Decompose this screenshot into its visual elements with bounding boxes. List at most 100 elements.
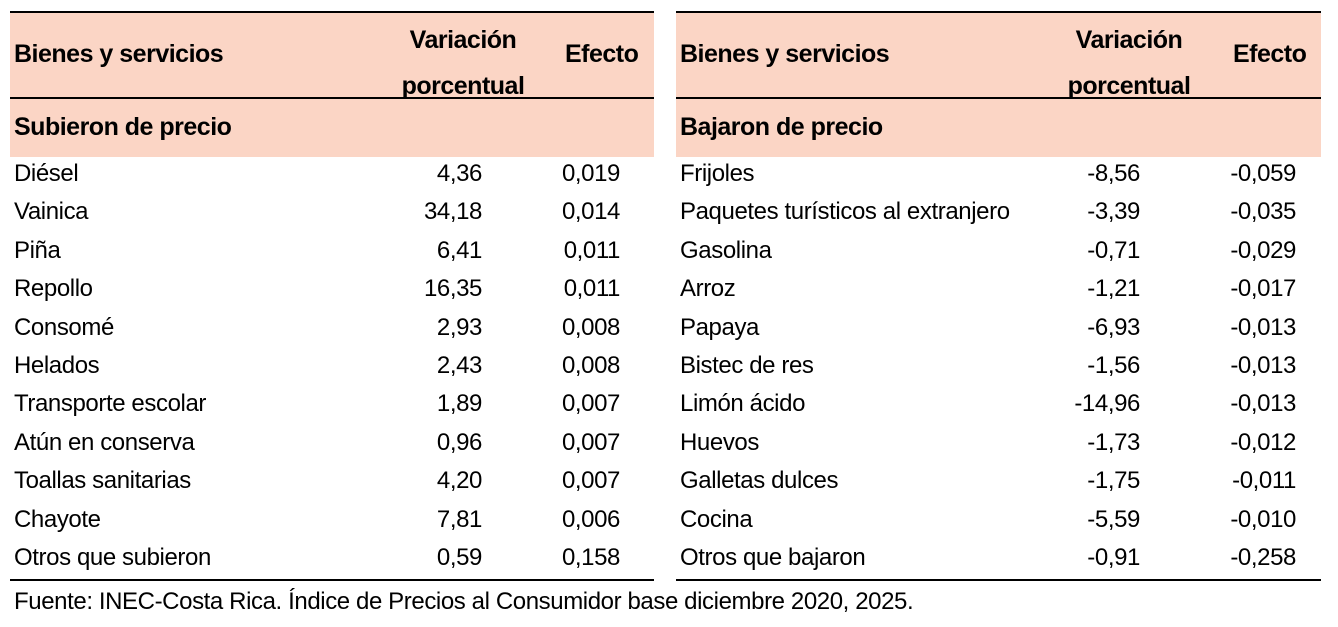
row-variacion: 6,41 <box>436 236 483 264</box>
row-variacion: 7,81 <box>436 505 483 533</box>
table-row: Helados 2,43 0,008 <box>10 349 654 387</box>
row-variacion: -1,56 <box>1087 351 1140 379</box>
row-variacion: -5,59 <box>1087 505 1140 533</box>
row-name: Chayote <box>14 505 101 533</box>
row-variacion: -1,75 <box>1087 467 1140 495</box>
row-name: Repollo <box>14 275 93 303</box>
bottom-rule <box>676 579 1321 582</box>
row-variacion: -3,39 <box>1087 198 1140 226</box>
row-name: Paquetes turísticos al extranjero <box>680 198 1010 226</box>
row-name: Toallas sanitarias <box>14 467 191 495</box>
table-row: Atún en conserva 0,96 0,007 <box>10 426 654 464</box>
table-rows: Frijoles -8,56 -0,059 Paquetes turísticos a… <box>676 157 1321 579</box>
row-name: Huevos <box>680 428 759 456</box>
section-title: Subieron de precio <box>10 99 654 157</box>
table-row: Toallas sanitarias 4,20 0,007 <box>10 464 654 502</box>
table-rows: Diésel 4,36 0,019 Vainica 34,18 0,014 Piña 6,41… <box>10 157 654 579</box>
row-efecto: 0,007 <box>561 390 620 418</box>
header-bienes: Bienes y servicios <box>14 40 224 68</box>
table-row: Repollo 16,35 0,011 <box>10 272 654 310</box>
header-efecto: Efecto <box>1233 40 1307 68</box>
row-name: Galletas dulces <box>680 467 839 495</box>
table-row: Arroz -1,21 -0,017 <box>676 272 1321 310</box>
row-efecto: 0,011 <box>563 236 621 264</box>
table-row: Transporte escolar 1,89 0,007 <box>10 387 654 425</box>
row-efecto: -0,013 <box>1230 351 1296 379</box>
header-rule <box>676 97 1321 99</box>
table-left: Bienes y servicios Variación porcentual … <box>10 11 654 582</box>
table-row: Consomé 2,93 0,008 <box>10 311 654 349</box>
top-rule <box>676 11 1321 13</box>
table-row: Papaya -6,93 -0,013 <box>676 311 1321 349</box>
row-efecto: -0,017 <box>1230 275 1296 303</box>
row-name: Atún en conserva <box>14 428 195 456</box>
row-variacion: -1,73 <box>1087 428 1140 456</box>
row-variacion: 0,59 <box>436 543 483 571</box>
bottom-rule <box>10 579 654 582</box>
row-efecto: -0,011 <box>1232 467 1296 495</box>
row-variacion: -0,91 <box>1087 543 1140 571</box>
row-name: Arroz <box>680 275 736 303</box>
row-name: Otros que bajaron <box>680 543 866 571</box>
row-efecto: -0,029 <box>1230 236 1296 264</box>
source-note: Fuente: INEC-Costa Rica. Índice de Preci… <box>14 588 914 615</box>
header-efecto: Efecto <box>565 40 639 68</box>
row-variacion: -0,71 <box>1087 236 1140 264</box>
row-name: Piña <box>14 236 61 264</box>
row-efecto: -0,059 <box>1230 160 1296 187</box>
table-row: Vainica 34,18 0,014 <box>10 195 654 233</box>
table-row: Huevos -1,73 -0,012 <box>676 426 1321 464</box>
row-efecto: 0,158 <box>561 543 620 571</box>
row-name: Helados <box>14 351 100 379</box>
row-variacion: 16,35 <box>423 275 482 303</box>
row-name: Bistec de res <box>680 351 814 379</box>
row-name: Cocina <box>680 505 753 533</box>
table-row: Otros que bajaron -0,91 -0,258 <box>676 541 1321 579</box>
row-name: Frijoles <box>680 160 755 187</box>
header-bienes: Bienes y servicios <box>680 40 890 68</box>
table-row: Otros que subieron 0,59 0,158 <box>10 541 654 579</box>
row-variacion: -6,93 <box>1087 313 1140 341</box>
table-row: Diésel 4,36 0,019 <box>10 157 654 195</box>
row-efecto: 0,007 <box>561 467 620 495</box>
row-efecto: 0,008 <box>561 313 620 341</box>
row-efecto: 0,006 <box>561 505 620 533</box>
row-efecto: -0,012 <box>1230 428 1296 456</box>
row-variacion: 34,18 <box>423 198 482 226</box>
row-efecto: -0,010 <box>1230 505 1296 533</box>
row-name: Diésel <box>14 160 79 187</box>
section-title: Bajaron de precio <box>676 99 1321 157</box>
table-header: Bienes y servicios Variación porcentual … <box>10 13 654 100</box>
row-efecto: -0,013 <box>1230 390 1296 418</box>
table-row: Piña 6,41 0,011 <box>10 234 654 272</box>
header-variacion: Variación porcentual <box>1067 26 1191 100</box>
top-rule <box>10 11 654 13</box>
row-name: Gasolina <box>680 236 772 264</box>
table-row: Paquetes turísticos al extranjero -3,39 -0… <box>676 195 1321 233</box>
row-efecto: 0,008 <box>561 351 620 379</box>
table-row: Bistec de res -1,56 -0,013 <box>676 349 1321 387</box>
table-row: Cocina -5,59 -0,010 <box>676 503 1321 541</box>
row-variacion: 2,93 <box>436 313 483 341</box>
table-right: Bienes y servicios Variación porcentual … <box>676 11 1321 582</box>
table-row: Limón ácido -14,96 -0,013 <box>676 387 1321 425</box>
row-efecto: -0,013 <box>1230 313 1296 341</box>
row-name: Consomé <box>14 313 114 341</box>
row-name: Papaya <box>680 313 759 341</box>
table-row: Frijoles -8,56 -0,059 <box>676 157 1321 195</box>
row-name: Transporte escolar <box>14 390 206 418</box>
row-variacion: 4,36 <box>436 160 483 187</box>
row-variacion: 1,89 <box>436 390 483 418</box>
row-variacion: -1,21 <box>1087 275 1140 303</box>
row-variacion: 4,20 <box>436 467 483 495</box>
table-header: Bienes y servicios Variación porcentual … <box>676 13 1321 100</box>
table-row: Chayote 7,81 0,006 <box>10 503 654 541</box>
header-rule <box>10 97 654 99</box>
header-variacion: Variación porcentual <box>401 26 525 100</box>
row-efecto: 0,007 <box>561 428 620 456</box>
row-name: Limón ácido <box>680 390 806 418</box>
row-variacion: -8,56 <box>1087 160 1140 187</box>
row-efecto: 0,014 <box>561 198 620 226</box>
row-variacion: 0,96 <box>436 428 483 456</box>
row-efecto: -0,035 <box>1230 198 1296 226</box>
